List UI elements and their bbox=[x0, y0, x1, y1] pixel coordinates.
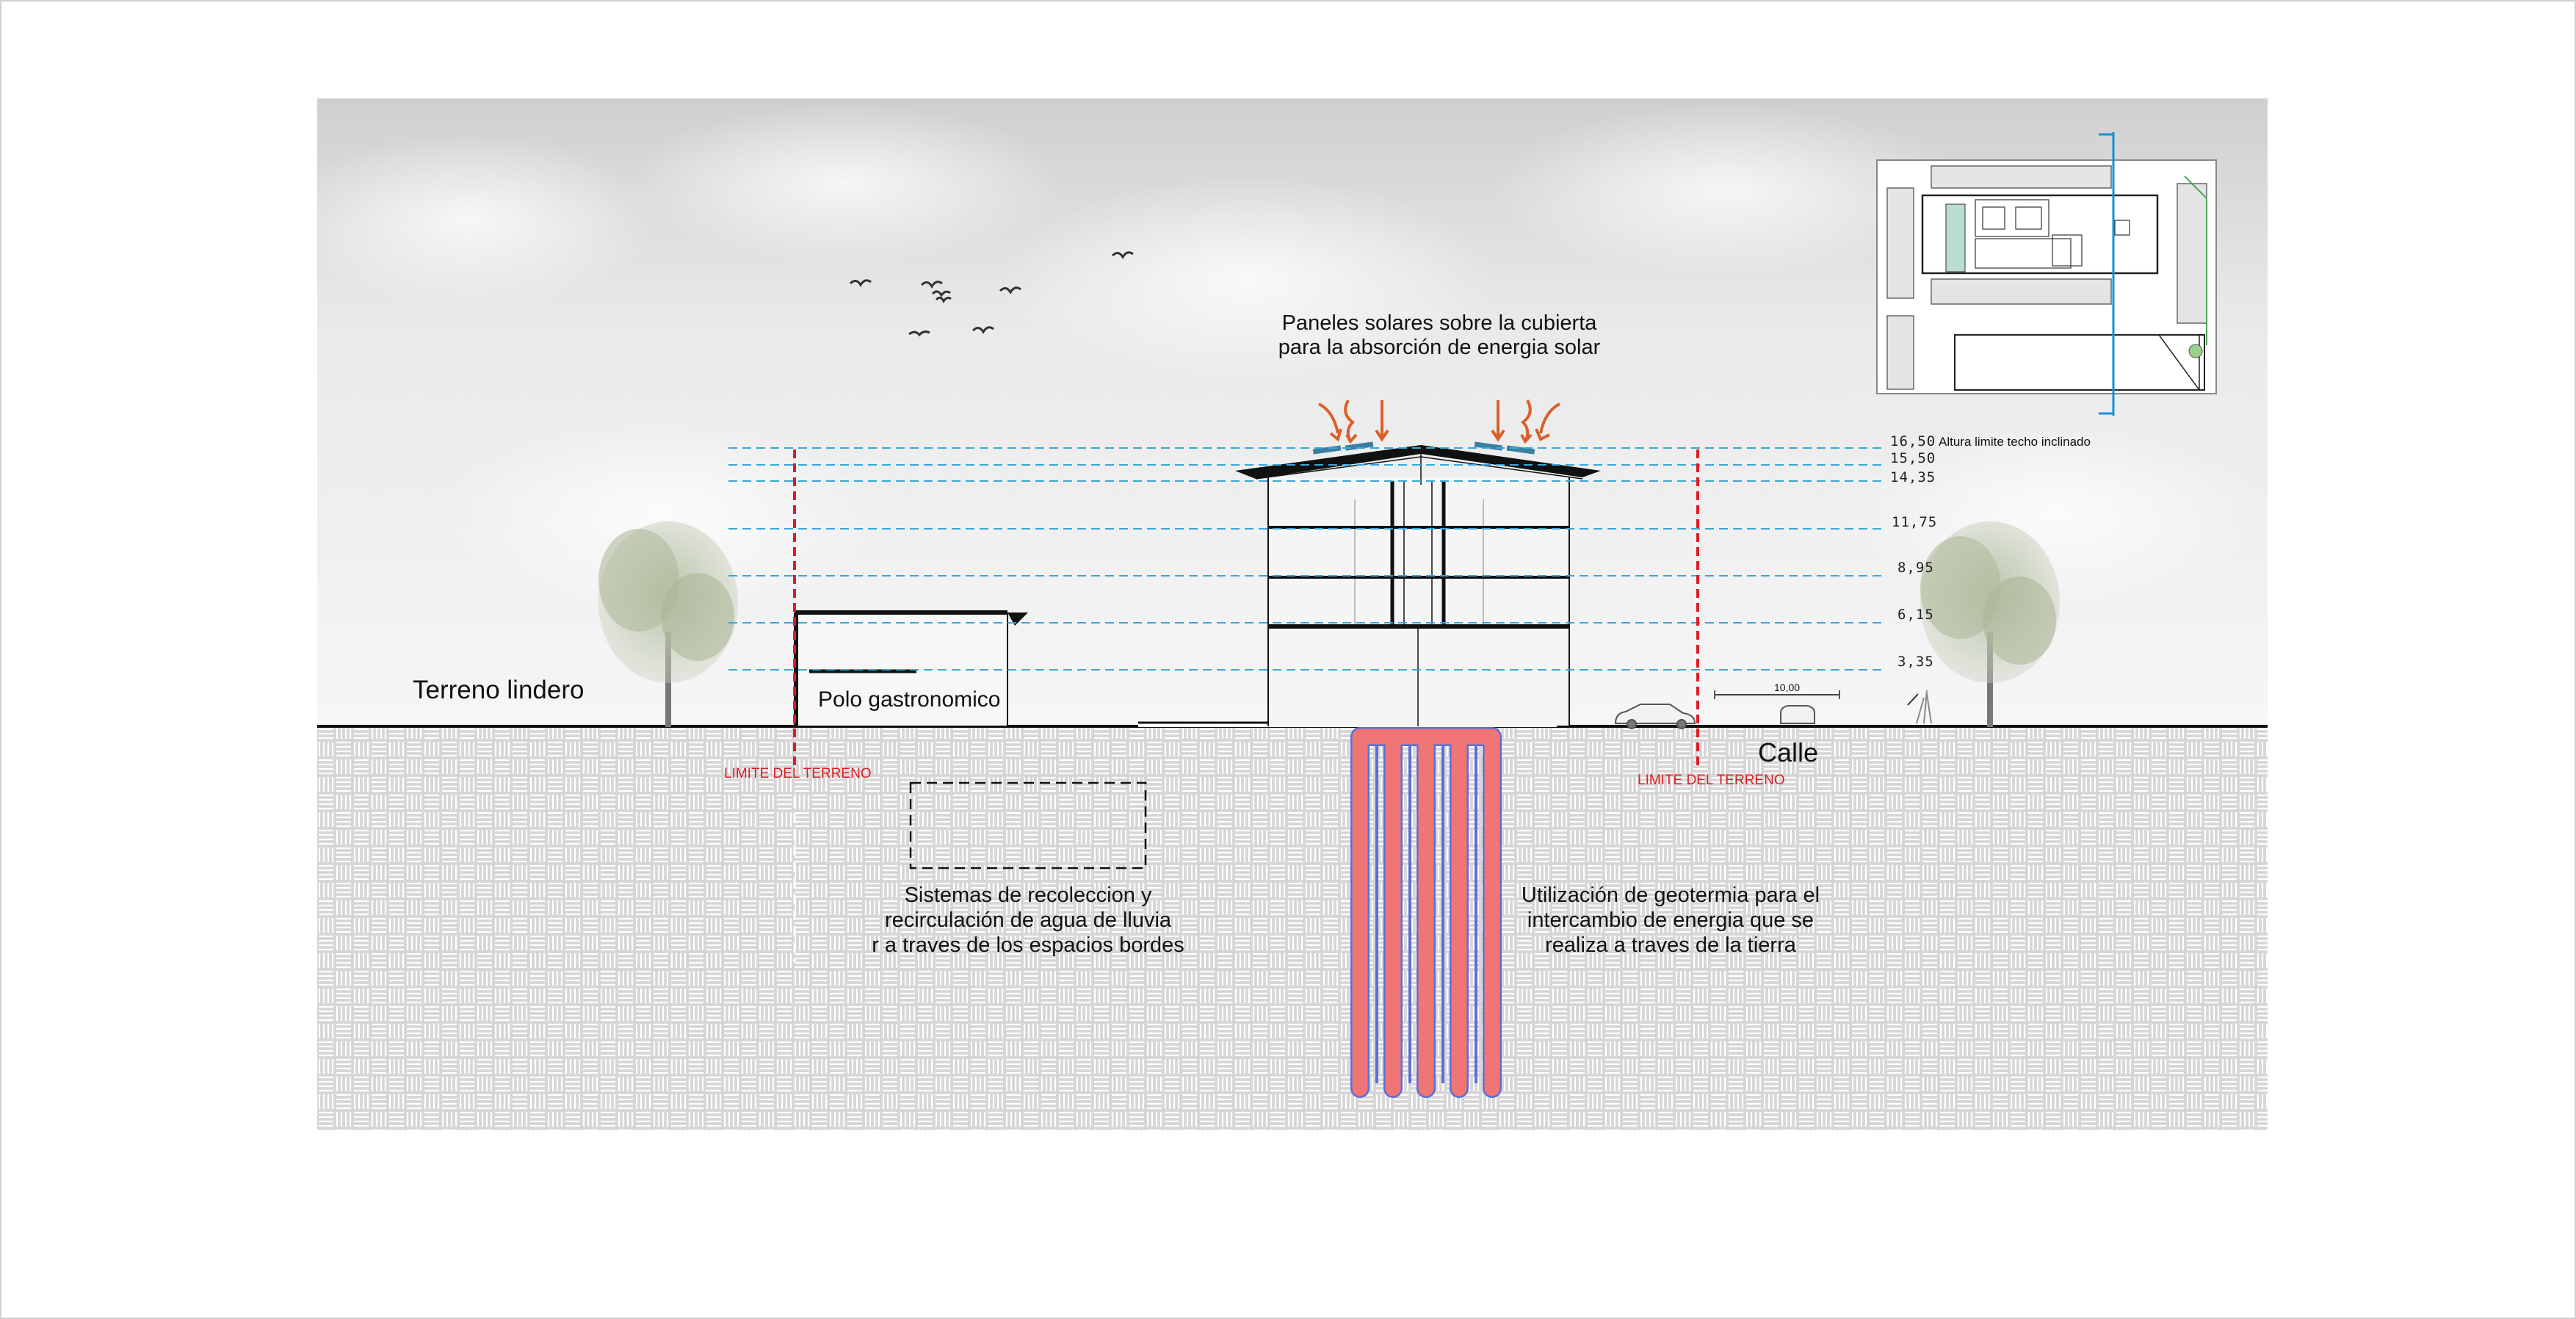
rainwater-label-line-1: Sistemas de recoleccion y bbox=[904, 883, 1152, 907]
geothermal-label-line-2: intercambio de energia que se bbox=[1527, 908, 1815, 932]
geothermal-pipes bbox=[1350, 727, 1502, 1098]
level-3-35: 3,35 bbox=[1897, 654, 1934, 670]
tree-right bbox=[1920, 521, 2060, 727]
geothermal-label-line-3: realiza a traves de la tierra bbox=[1545, 933, 1796, 957]
level-15-50: 15,50 bbox=[1890, 450, 1936, 466]
street-elements bbox=[1614, 690, 1932, 729]
level-11-75: 11,75 bbox=[1892, 514, 1938, 530]
solar-panels-label: Paneles solares sobre la cubierta para l… bbox=[1219, 311, 1660, 360]
rainwater-tank bbox=[909, 781, 1147, 870]
level-8-95: 8,95 bbox=[1897, 560, 1934, 576]
level-6-15: 6,15 bbox=[1897, 607, 1934, 623]
rainwater-label-line-2: recirculación de agua de lluvia bbox=[884, 908, 1172, 932]
main-building bbox=[1235, 441, 1601, 726]
polo-gastronomico-label: Polo gastronomico bbox=[818, 687, 1001, 712]
street-dimension-label: 10,00 bbox=[1774, 682, 1801, 693]
rainwater-label: Sistemas de recoleccion y recirculación … bbox=[844, 883, 1212, 958]
site-plan-inset bbox=[1876, 132, 2217, 416]
solar-label-line-1: Paneles solares sobre la cubierta bbox=[1281, 311, 1597, 335]
site-limit-lines bbox=[793, 449, 1699, 767]
geothermal-label: Utilización de geotermia para el interca… bbox=[1487, 883, 1854, 958]
tree-left bbox=[598, 521, 738, 727]
level-14-35: 14,35 bbox=[1890, 469, 1936, 485]
limite-terreno-right-label: LIMITE DEL TERRENO bbox=[1638, 773, 1785, 788]
ground-soil bbox=[317, 726, 2268, 1130]
birds bbox=[849, 251, 1134, 337]
level-lines bbox=[728, 447, 1884, 671]
solar-label-line-2: para la absorción de energia solar bbox=[1278, 336, 1601, 359]
solar-arrows bbox=[1318, 400, 1560, 444]
clouds bbox=[279, 103, 2262, 617]
rainwater-label-line-3: r a traves de los espacios bordes bbox=[872, 933, 1184, 957]
limite-terreno-left-label: LIMITE DEL TERRENO bbox=[724, 766, 872, 781]
calle-label: Calle bbox=[1758, 737, 1819, 767]
terreno-lindero-label: Terreno lindero bbox=[413, 676, 585, 704]
level-16-50: 16,50 bbox=[1890, 433, 1936, 449]
geothermal-label-line-1: Utilización de geotermia para el bbox=[1521, 883, 1820, 907]
altura-limite-label: Altura limite techo inclinado bbox=[1939, 435, 2091, 449]
